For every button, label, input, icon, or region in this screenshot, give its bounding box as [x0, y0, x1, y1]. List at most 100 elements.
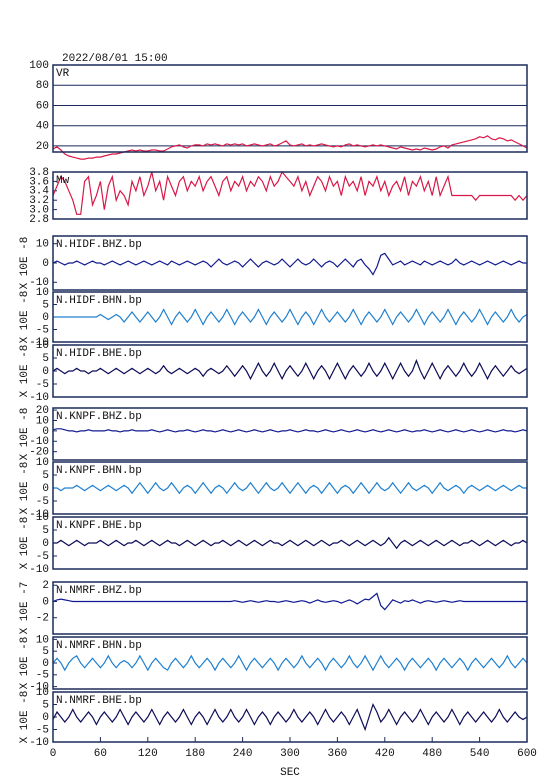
trace: [53, 308, 528, 326]
panel-label: N.KNPF.BHN.bp: [56, 465, 142, 477]
y-tick-label: 10: [36, 634, 49, 646]
y-tick-label: 0: [42, 538, 49, 550]
y-tick-label: 0: [42, 426, 49, 438]
y-tick-label: 5: [42, 470, 49, 482]
y-unit-label: X 10E -8: [19, 237, 31, 290]
y-tick-label: 20: [36, 141, 49, 153]
panel-label: N.NMRF.BHE.bp: [56, 695, 142, 707]
panel-label: N.HIDF.BHN.bp: [56, 295, 142, 307]
y-tick-label: -20: [29, 447, 49, 459]
y-tick-label: 0: [42, 712, 49, 724]
y-tick-label: -5: [36, 551, 49, 563]
panel-label: VR: [56, 68, 70, 80]
y-tick-label: 20: [36, 405, 49, 417]
panel-frame: [52, 291, 528, 343]
trace: [52, 358, 528, 381]
trace: [52, 428, 528, 433]
y-tick-label: 3.2: [29, 195, 49, 207]
x-axis-label: SEC: [280, 767, 300, 779]
y-tick-label: 2: [42, 580, 49, 592]
y-tick-label: -5: [36, 379, 49, 391]
y-tick-label: 0: [42, 658, 49, 670]
y-tick-label: 3.6: [29, 176, 49, 188]
panel-label: N.KNPF.BHE.bp: [56, 520, 142, 532]
x-tick-label: 300: [280, 748, 300, 760]
y-tick-label: 0: [42, 366, 49, 378]
x-tick-label: 180: [185, 748, 205, 760]
trace: [52, 252, 527, 276]
panel-frame: [52, 344, 528, 398]
panel-label: N.HIDF.BHZ.bp: [56, 239, 142, 251]
panel-frame: [52, 407, 528, 461]
y-tick-label: -2: [36, 613, 49, 625]
y-tick-label: 5: [42, 699, 49, 711]
panel-frame: [52, 171, 528, 220]
y-tick-label: -10: [29, 737, 49, 749]
y-tick-label: 40: [36, 121, 49, 133]
y-tick-label: -5: [36, 496, 49, 508]
y-tick-label: 2.8: [29, 214, 49, 226]
y-tick-label: -10: [29, 392, 49, 404]
panel-frame: [52, 636, 528, 690]
y-tick-label: -10: [29, 277, 49, 289]
y-tick-label: 10: [36, 287, 49, 299]
panel-label: Mw: [56, 175, 70, 187]
x-tick-label: 240: [233, 748, 253, 760]
trace: [52, 170, 528, 215]
y-tick-label: 100: [29, 60, 49, 72]
y-tick-label: 3.8: [29, 167, 49, 179]
y-tick-label: 60: [36, 100, 49, 112]
y-tick-label: 80: [36, 80, 49, 92]
y-unit-label: X 10E -8: [19, 345, 31, 398]
y-unit-label: X 10E -8: [19, 517, 31, 570]
x-tick-label: 0: [50, 748, 57, 760]
y-unit-label: X 10E -8: [19, 408, 31, 461]
y-tick-label: 5: [42, 646, 49, 658]
y-unit-label: X 10E -7: [19, 582, 31, 635]
y-tick-label: -10: [29, 682, 49, 694]
y-tick-label: 10: [36, 687, 49, 699]
trace: [52, 592, 527, 611]
panel-frame: [52, 581, 528, 635]
trace: [53, 536, 528, 550]
panel-frame: [52, 516, 528, 570]
chart-title: 2022/08/01 15:00: [62, 53, 168, 65]
y-tick-label: 3.0: [29, 205, 49, 217]
y-tick-label: 10: [36, 340, 49, 352]
x-tick-label: 420: [375, 748, 395, 760]
y-tick-label: 5: [42, 353, 49, 365]
y-tick-label: 10: [36, 457, 49, 469]
y-tick-label: -5: [36, 724, 49, 736]
y-tick-label: 0: [42, 258, 49, 270]
y-unit-label: X 10E -8: [19, 291, 31, 344]
x-tick-label: 60: [94, 748, 107, 760]
y-tick-label: 10: [36, 512, 49, 524]
y-tick-label: 10: [36, 239, 49, 251]
x-tick-label: 480: [422, 748, 442, 760]
panel-frame: [52, 64, 528, 153]
y-tick-label: 5: [42, 299, 49, 311]
panel-label: N.HIDF.BHE.bp: [56, 348, 142, 360]
y-tick-label: -10: [29, 436, 49, 448]
y-unit-label: X 10E -8: [19, 462, 31, 515]
y-unit-label: X 10E -8: [19, 691, 31, 744]
x-tick-label: 540: [470, 748, 490, 760]
panel-label: N.KNPF.BHZ.bp: [56, 411, 142, 423]
trace: [53, 481, 527, 495]
panel-frame: [52, 461, 528, 515]
y-tick-label: -10: [29, 509, 49, 521]
panel-label: N.NMRF.BHZ.bp: [56, 585, 142, 597]
y-tick-label: -10: [29, 337, 49, 349]
y-tick-label: 3.4: [29, 186, 49, 198]
trace: [52, 702, 528, 732]
trace: [52, 135, 528, 160]
y-tick-label: 0: [42, 312, 49, 324]
panel-label: N.NMRF.BHN.bp: [56, 640, 142, 652]
y-tick-label: -10: [29, 564, 49, 576]
y-tick-label: 5: [42, 525, 49, 537]
panel-frame: [52, 235, 528, 291]
trace: [52, 654, 528, 672]
y-tick-label: -5: [36, 670, 49, 682]
x-tick-label: 600: [517, 748, 537, 760]
